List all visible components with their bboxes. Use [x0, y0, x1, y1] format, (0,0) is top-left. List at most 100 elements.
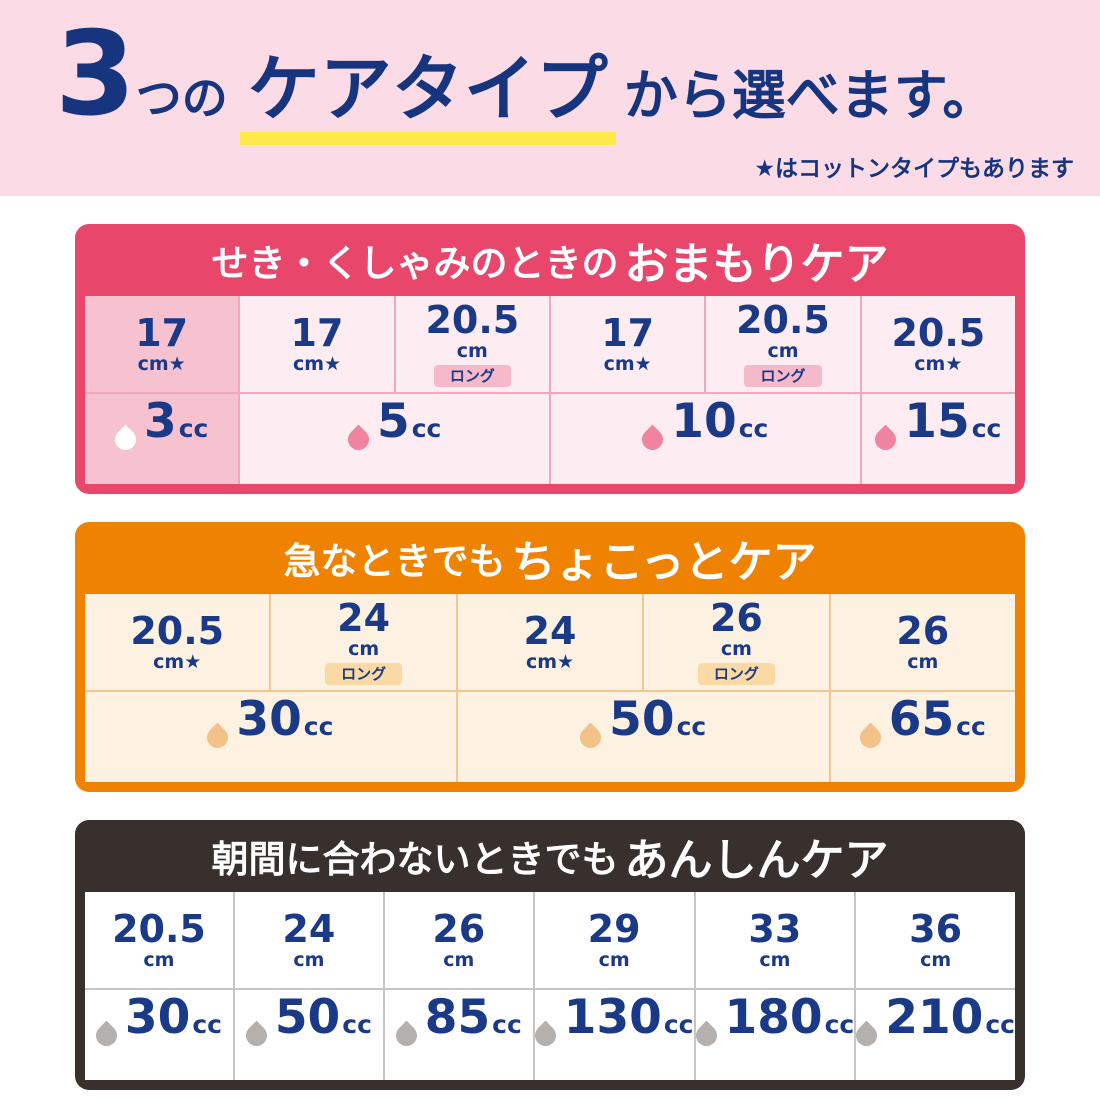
size-cell: 24 cm★: [457, 594, 643, 690]
size-value: 24: [523, 608, 577, 653]
size-cell: 26 cm: [830, 594, 1015, 690]
water-drop-icon: [575, 722, 606, 752]
section-title: 急なときでも ちょこっとケア: [85, 522, 1015, 594]
size-cell: 20.5 cm ロング: [395, 296, 549, 392]
water-drop-icon: [110, 424, 141, 454]
size-volume-table: 20.5 cm★ 24 cm ロング 24 cm★ 26 cm ロング 26 cm 30 cc 50 cc 65…: [85, 594, 1015, 782]
size-cell: 20.5 cm: [85, 892, 233, 988]
size-cell: 36 cm: [856, 892, 1015, 988]
volume-value: 65: [888, 692, 955, 747]
volume-unit: cc: [676, 712, 707, 741]
size-unit: cm: [907, 650, 939, 673]
section-title-normal: 朝間に合わないときでも: [211, 838, 619, 881]
size-cell: 24 cm ロング: [271, 594, 456, 690]
size-cell: 26 cm ロング: [644, 594, 829, 690]
water-drop-icon: [203, 722, 233, 752]
size-unit: cm★: [137, 352, 186, 375]
water-drop-icon: [637, 424, 668, 454]
long-badge: ロング: [433, 364, 511, 388]
long-badge: ロング: [744, 364, 822, 388]
volume-cell: 10 cc: [550, 394, 860, 484]
size-value: 20.5: [112, 906, 206, 951]
size-cell: 33 cm: [695, 892, 855, 988]
care-section-anshin-care: 朝間に合わないときでも あんしんケア 20.5 cm 24 cm 26 cm 29 cm 33 cm 3…: [75, 820, 1025, 1090]
volume-unit: cc: [824, 1010, 855, 1039]
size-value: 20.5: [425, 297, 520, 342]
care-section-chokotto-care: 急なときでも ちょこっとケア 20.5 cm★ 24 cm ロング 24 cm★ 26 cm ロング 2…: [75, 522, 1025, 792]
long-badge: ロング: [325, 662, 403, 686]
size-cell: 20.5 cm★: [861, 296, 1015, 392]
size-cell: 29 cm: [534, 892, 694, 988]
volume-cell: 85 cc: [384, 990, 533, 1080]
section-title-bold: あんしんケア: [624, 835, 889, 886]
size-volume-table: 17 cm★ 17 cm★ 20.5 cm ロング 17 cm★ 20.5 cm ロング 20.5 cm★…: [85, 296, 1015, 484]
volume-cell: 50 cc: [457, 692, 829, 782]
size-value: 36: [909, 906, 963, 951]
size-volume-table: 20.5 cm 24 cm 26 cm 29 cm 33 cm 36 cm 30 cc 50 cc 85 cc 13…: [85, 892, 1015, 1080]
volume-value: 5: [376, 394, 410, 449]
size-value: 26: [896, 608, 950, 653]
size-unit: cm: [767, 339, 799, 362]
care-section-omamori-care: せき・くしゃみのときの おまもりケア 17 cm★ 17 cm★ 20.5 cm ロング 17 cm…: [75, 224, 1025, 494]
size-value: 26: [432, 906, 486, 951]
size-unit: cm★: [914, 352, 963, 375]
volume-value: 10: [671, 394, 737, 449]
volume-cell: 3 cc: [85, 394, 239, 484]
volume-cell: 210 cc: [851, 990, 1015, 1080]
size-unit: cm: [293, 948, 325, 971]
size-value: 20.5: [891, 310, 986, 355]
volume-value: 30: [236, 692, 302, 747]
size-value: 20.5: [736, 297, 830, 342]
size-unit: cm: [443, 948, 475, 971]
water-drop-icon: [391, 1020, 422, 1050]
size-value: 17: [135, 310, 189, 355]
size-unit: cm: [598, 948, 630, 971]
volume-cell: 30 cc: [85, 692, 456, 782]
title-rest: から選べます。: [623, 64, 997, 127]
section-title-bold: おまもりケア: [624, 239, 889, 290]
size-unit: cm★: [603, 352, 652, 375]
page-title: 3 つの ケアタイプ から選べます。: [55, 7, 1060, 145]
volume-value: 15: [904, 394, 970, 449]
volume-value: 180: [724, 990, 823, 1045]
title-number: 3: [55, 7, 136, 142]
size-unit: cm★: [153, 650, 202, 673]
volume-unit: cc: [971, 414, 1002, 443]
size-cell: 20.5 cm ロング: [706, 296, 860, 392]
volume-value: 50: [274, 990, 341, 1045]
section-title: 朝間に合わないときでも あんしんケア: [85, 820, 1015, 892]
section-title-normal: 急なときでも: [283, 540, 506, 583]
size-unit: cm: [920, 948, 952, 971]
volume-cell: 130 cc: [530, 990, 694, 1080]
volume-unit: cc: [192, 1010, 222, 1039]
care-type-tables: せき・くしゃみのときの おまもりケア 17 cm★ 17 cm★ 20.5 cm ロング 17 cm…: [0, 196, 1100, 1090]
water-drop-icon: [870, 424, 901, 454]
volume-cell: 180 cc: [691, 990, 855, 1080]
volume-value: 3: [143, 394, 177, 449]
section-title: せき・くしゃみのときの おまもりケア: [85, 224, 1015, 296]
size-unit: cm★: [292, 352, 342, 375]
size-unit: cm: [720, 637, 752, 660]
volume-cell: 5 cc: [240, 394, 549, 484]
cotton-note: ★はコットンタイプもあります: [754, 156, 1074, 182]
size-value: 24: [282, 906, 336, 951]
volume-unit: cc: [342, 1010, 372, 1039]
size-cell: 17 cm★: [85, 296, 239, 392]
size-value: 24: [337, 595, 391, 640]
volume-unit: cc: [178, 414, 209, 443]
size-value: 20.5: [130, 608, 225, 653]
section-title-normal: せき・くしゃみのときの: [211, 242, 619, 285]
size-value: 17: [290, 310, 344, 355]
hero-banner: 3 つの ケアタイプ から選べます。 ★はコットンタイプもあります: [0, 0, 1100, 196]
long-badge: ロング: [697, 662, 775, 686]
water-drop-icon: [851, 1020, 882, 1050]
size-unit: cm: [348, 637, 380, 660]
size-cell: 26 cm: [384, 892, 533, 988]
size-unit: cm: [759, 948, 791, 971]
size-cell: 20.5 cm★: [85, 594, 270, 690]
size-value: 29: [587, 906, 641, 951]
water-drop-icon: [343, 424, 374, 454]
volume-unit: cc: [985, 1010, 1015, 1039]
size-unit: cm: [143, 948, 175, 971]
water-drop-icon: [241, 1020, 272, 1050]
